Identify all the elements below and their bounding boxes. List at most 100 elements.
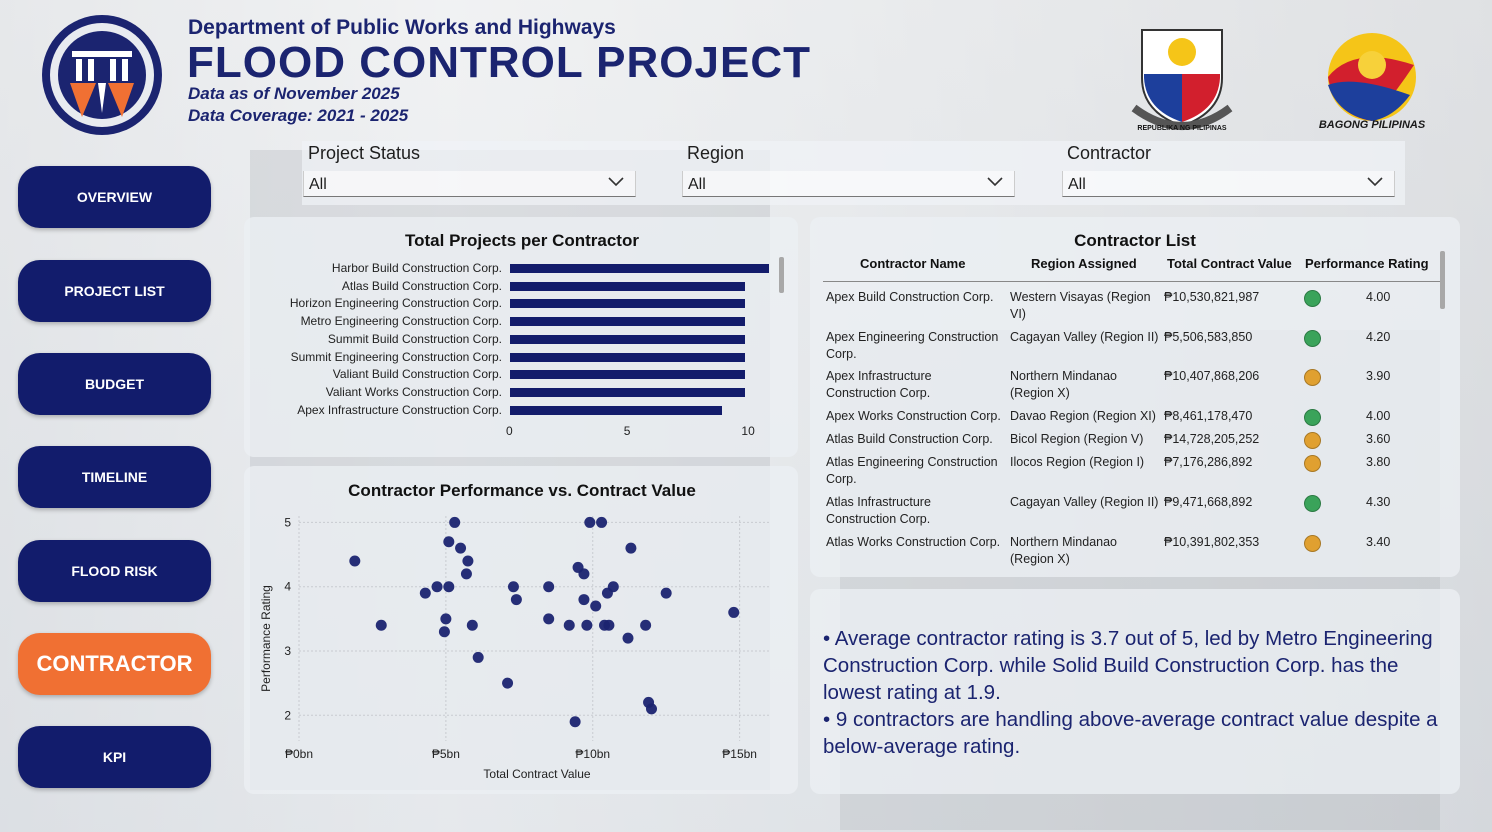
y-tick-label: 5: [284, 515, 291, 529]
scatter-point[interactable]: [502, 677, 514, 689]
scatter-point[interactable]: [581, 619, 593, 631]
scatter-point[interactable]: [607, 581, 619, 593]
bar[interactable]: [510, 370, 746, 380]
cell-contractor-name: Apex Build Construction Corp.: [826, 289, 1006, 306]
rating-status-dot-icon: [1304, 409, 1321, 426]
x-axis-label: Total Contract Value: [483, 767, 590, 781]
scatter-point[interactable]: [449, 516, 461, 528]
dropdown-value: All: [309, 176, 327, 193]
bar-chart-scrollbar[interactable]: [779, 257, 784, 293]
region-dropdown[interactable]: All: [682, 171, 1015, 197]
scatter-point[interactable]: [443, 581, 455, 593]
scatter-point[interactable]: [563, 619, 575, 631]
scatter-point[interactable]: [625, 542, 637, 554]
scatter-point[interactable]: [543, 613, 555, 625]
cell-rating-line: 3.40: [1366, 535, 1391, 549]
column-header-rating[interactable]: Performance Rating: [1305, 256, 1429, 271]
insight-2: • 9 contractors are handling above-avera…: [823, 708, 1438, 758]
scatter-point[interactable]: [584, 516, 596, 528]
project-status-dropdown[interactable]: All: [303, 171, 636, 197]
header-divider: [823, 281, 1441, 282]
scatter-chart-title: Contractor Performance vs. Contract Valu…: [348, 481, 696, 500]
cell-region-line: Davao Region (Region XI): [1010, 409, 1156, 423]
scatter-point[interactable]: [569, 716, 581, 728]
scatter-point[interactable]: [443, 536, 455, 548]
department-name: Department of Public Works and Highways: [188, 16, 616, 39]
column-header-name[interactable]: Contractor Name: [860, 256, 966, 271]
scatter-point[interactable]: [349, 555, 361, 567]
cell-rating: 4.00: [1366, 408, 1406, 425]
scatter-point[interactable]: [472, 651, 484, 663]
nav-flood-risk-button[interactable]: FLOOD RISK: [18, 540, 211, 602]
filter-label: Project Status: [308, 143, 421, 163]
bar[interactable]: [510, 334, 746, 344]
column-header-region[interactable]: Region Assigned: [1031, 256, 1137, 271]
bar-chart-panel: Total Projects per Contractor Harbor Bui…: [244, 217, 798, 457]
bar-category-label: Apex Infrastructure Construction Corp.: [297, 402, 502, 417]
x-tick-label: ₱15bn: [722, 747, 757, 761]
bar[interactable]: [510, 299, 746, 309]
bar[interactable]: [510, 281, 746, 291]
scatter-point[interactable]: [438, 626, 450, 638]
scatter-point[interactable]: [507, 581, 519, 593]
cell-rating: 4.30: [1366, 494, 1406, 511]
insight-1: • Average contractor rating is 3.7 out o…: [823, 627, 1433, 704]
scatter-point[interactable]: [646, 703, 657, 715]
bar[interactable]: [510, 317, 746, 327]
nav-overview-button[interactable]: OVERVIEW: [18, 166, 211, 228]
column-header-value[interactable]: Total Contract Value: [1167, 256, 1292, 271]
bar[interactable]: [510, 405, 722, 415]
rating-status-dot-icon: [1304, 495, 1321, 512]
scatter-point[interactable]: [578, 594, 590, 606]
nav-timeline-button[interactable]: TIMELINE: [18, 446, 211, 508]
nav-contractor-button[interactable]: CONTRACTOR: [18, 633, 211, 695]
scatter-point[interactable]: [622, 632, 634, 644]
scatter-chart: 2 3 4 5 ₱0bn ₱5bn ₱10bn ₱15bn Total Contract Val…: [259, 515, 769, 781]
bagong-pilipinas-text: BAGONG PILIPINAS: [1318, 119, 1426, 131]
y-tick-label: 4: [284, 580, 291, 594]
contractor-dropdown[interactable]: All: [1062, 171, 1395, 197]
scatter-point[interactable]: [590, 600, 602, 612]
scatter-point[interactable]: [440, 613, 452, 625]
scatter-point[interactable]: [419, 587, 431, 599]
scatter-point[interactable]: [455, 542, 467, 554]
scatter-point[interactable]: [603, 619, 615, 631]
scatter-point[interactable]: [578, 568, 590, 580]
scatter-point[interactable]: [543, 581, 555, 593]
data-as-of: Data as of November 2025: [188, 84, 400, 103]
table-scrollbar[interactable]: [1440, 251, 1445, 309]
nav-budget-button[interactable]: BUDGET: [18, 353, 211, 415]
contractor-list-title: Contractor List: [1074, 231, 1196, 250]
scatter-point[interactable]: [660, 587, 672, 599]
scatter-point[interactable]: [596, 516, 608, 528]
cell-region-line: Cagayan Valley (Region II): [1010, 330, 1159, 344]
scatter-point[interactable]: [431, 581, 443, 593]
rating-status-dot-icon: [1304, 330, 1321, 347]
scatter-chart-panel: Contractor Performance vs. Contract Valu…: [244, 466, 798, 794]
scatter-point[interactable]: [728, 606, 740, 618]
scatter-point[interactable]: [510, 594, 522, 606]
cell-contract-value-line: ₱8,461,178,470: [1164, 409, 1253, 423]
scatter-point[interactable]: [640, 619, 652, 631]
nav-kpi-button[interactable]: KPI: [18, 726, 211, 788]
bar-category-label: Metro Engineering Construction Corp.: [300, 314, 502, 329]
cell-contract-value-line: ₱7,176,286,892: [1164, 455, 1253, 469]
bar[interactable]: [510, 352, 746, 362]
rating-status-dot-icon: [1304, 290, 1321, 307]
scatter-point[interactable]: [460, 568, 472, 580]
bar-x-tick-label: 5: [623, 424, 631, 438]
scatter-point[interactable]: [466, 619, 478, 631]
scatter-point[interactable]: [462, 555, 474, 567]
bar[interactable]: [510, 264, 769, 273]
filter-contractor: Contractor All: [1062, 141, 1395, 197]
cell-region: Bicol Region (Region V): [1010, 431, 1160, 448]
nav-project-list-button[interactable]: PROJECT LIST: [18, 260, 211, 322]
cell-contract-value: ₱10,530,821,987: [1164, 289, 1299, 306]
page-title: FLOOD CONTROL PROJECT: [187, 38, 811, 87]
bar[interactable]: [510, 387, 746, 397]
x-tick-label: ₱10bn: [575, 747, 610, 761]
bar-category-label: Valiant Works Construction Corp.: [325, 384, 502, 399]
dropdown-value: All: [688, 176, 706, 193]
cell-region-line: Cagayan Valley (Region II): [1010, 495, 1159, 509]
scatter-point[interactable]: [375, 619, 387, 631]
